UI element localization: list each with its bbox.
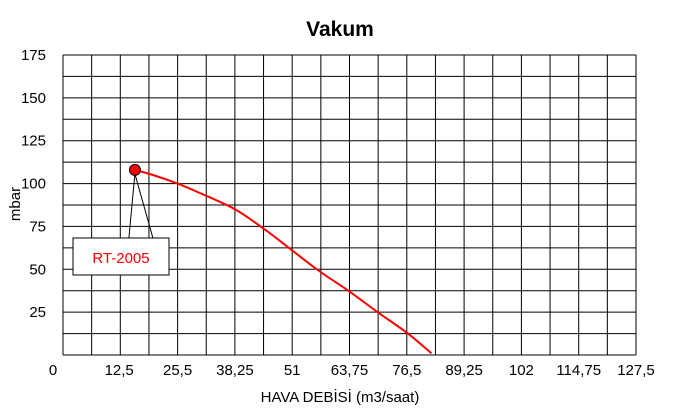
data-point-marker xyxy=(128,163,141,176)
x-tick-label: 89,25 xyxy=(445,362,483,379)
series-line xyxy=(134,168,433,355)
grid xyxy=(62,54,637,356)
y-tick-label: 100 xyxy=(21,176,46,193)
x-tick-label: 12,5 xyxy=(105,362,134,379)
x-axis-label: HAVA DEBİSİ (m3/saat) xyxy=(261,388,420,406)
x-tick-label: 76,5 xyxy=(392,362,421,379)
y-tick-label: 150 xyxy=(21,90,46,107)
y-tick-label: 75 xyxy=(29,218,46,235)
y-tick-label: 175 xyxy=(21,47,46,64)
x-tick-label: 25,5 xyxy=(163,362,192,379)
x-tick-label: 63,75 xyxy=(331,362,369,379)
x-tick-label: 51 xyxy=(284,362,301,379)
x-tick-label: 0 xyxy=(49,362,57,379)
y-tick-label: 50 xyxy=(29,261,46,278)
y-tick-label: 125 xyxy=(21,133,46,150)
x-tick-label: 38,25 xyxy=(216,362,254,379)
callout-label: RT-2005 xyxy=(92,250,149,267)
x-tick-labels: 0 12,5 25,5 38,25 51 63,75 76,5 89,25 102 114,75 1… xyxy=(49,362,655,379)
x-tick-label: 114,75 xyxy=(556,362,601,379)
chart-title: Vakum xyxy=(306,18,374,41)
annotations: RT-2005 xyxy=(72,163,170,276)
series xyxy=(134,168,433,355)
callout-box xyxy=(72,237,170,276)
x-tick-label: 102 xyxy=(509,362,534,379)
y-tick-label: 25 xyxy=(29,304,46,321)
x-tick-label: 127,5 xyxy=(617,362,655,379)
y-tick-labels: 25 50 75 100 125 150 175 xyxy=(21,47,46,321)
y-axis-label: mbar xyxy=(7,187,24,221)
